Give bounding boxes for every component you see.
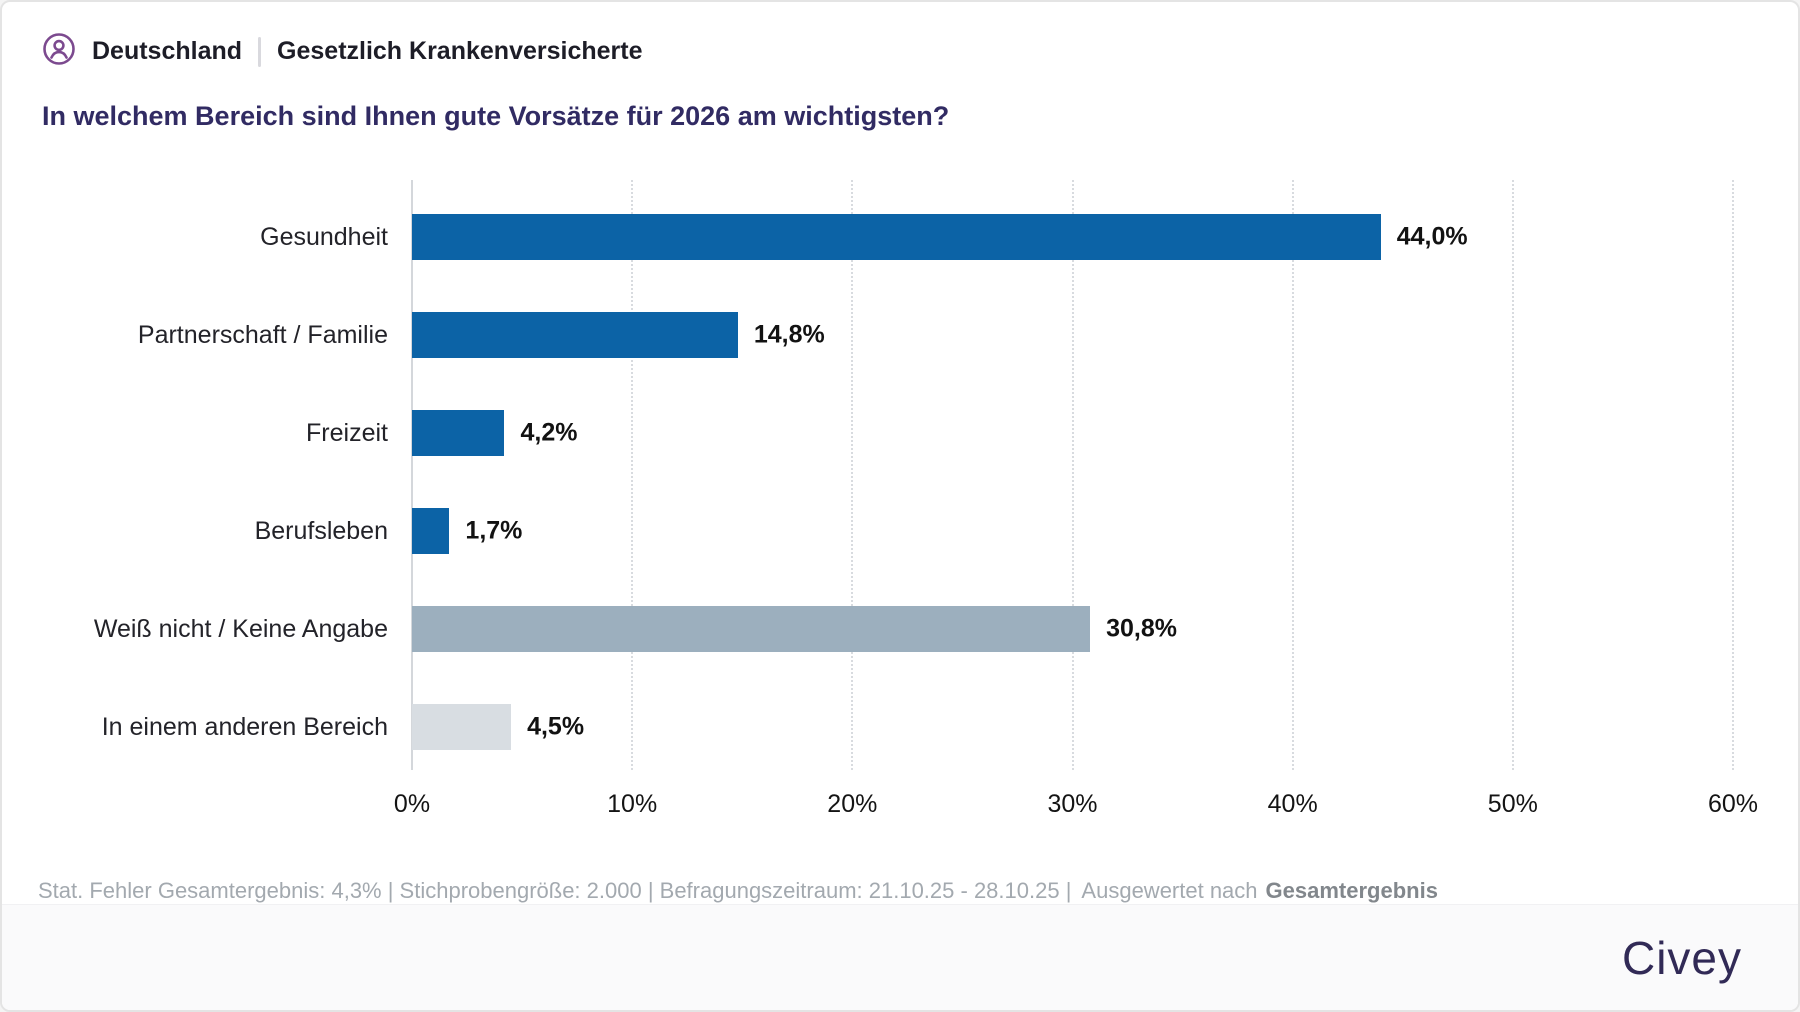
meta-stats: Stat. Fehler Gesamtergebnis: 4,3% | Stic… [38,878,1072,903]
meta-grouping-label: Ausgewertet nach [1081,878,1258,903]
plot-region: Gesundheit 44,0% Partnerschaft / Familie 14… [2,180,1798,776]
gridline [1511,180,1514,770]
audience-label: Gesetzlich Krankenversicherte [277,37,643,65]
value-label: 30,8% [1106,614,1177,643]
survey-meta: Stat. Fehler Gesamtergebnis: 4,3% | Stic… [38,878,1762,904]
chart-row: Gesundheit 44,0% [2,188,1798,286]
value-label: 4,2% [520,418,578,447]
gridline [411,180,413,770]
bar-rows: Gesundheit 44,0% Partnerschaft / Familie 14… [2,188,1798,776]
brand-strip: Civey [2,904,1798,1010]
gridline [1071,180,1074,770]
value-label: 1,7% [465,516,523,545]
bar[interactable] [412,606,1091,652]
region-label: Deutschland [92,37,243,65]
bar-track: 30,8% [412,606,1733,652]
person-audience-icon [42,32,76,71]
category-label: Gesundheit [260,222,388,251]
chart-row: Weiß nicht / Keine Angabe 30,8% [2,580,1798,678]
bar-track: 44,0% [412,214,1733,260]
x-tick-label: 10% [607,790,658,818]
chart-row: Partnerschaft / Familie 14,8% [2,286,1798,384]
value-label: 4,5% [527,712,585,741]
x-tick-label: 60% [1707,790,1759,818]
x-tick-label: 50% [1487,790,1538,818]
bar-chart: Gesundheit 44,0% Partnerschaft / Familie 14… [2,180,1798,826]
bar[interactable] [412,312,738,358]
gridline [1732,180,1734,770]
header-divider [258,36,262,67]
bar[interactable] [412,214,1381,260]
chart-row: Berufsleben 1,7% [2,482,1798,580]
bar-track: 4,2% [412,410,1733,456]
gridline [1291,180,1294,770]
bar[interactable] [412,508,450,554]
x-tick-label: 0% [393,790,431,818]
question-title: In welchem Bereich sind Ihnen gute Vorsä… [42,101,950,131]
bar-track: 4,5% [412,704,1733,750]
bar-track: 1,7% [412,508,1733,554]
chart-row: Freizeit 4,2% [2,384,1798,482]
x-tick-label: 20% [827,790,878,818]
value-label: 14,8% [753,320,825,349]
civey-logo[interactable]: Civey [1621,931,1742,984]
x-axis: 0% 10% 20% 30% 40% 50% 60% [394,790,1758,826]
bar[interactable] [412,704,512,750]
category-label: Weiß nicht / Keine Angabe [93,614,388,643]
category-label: In einem anderen Bereich [101,712,388,741]
meta-grouping-value: Gesamtergebnis [1265,878,1438,903]
bar[interactable] [412,410,505,456]
value-label: 44,0% [1396,222,1468,251]
x-tick-label: 40% [1267,790,1318,818]
category-label: Berufsleben [254,516,388,545]
bar-track: 14,8% [412,312,1733,358]
audience-header: Deutschland Gesetzlich Krankenversichert… [2,2,1798,71]
category-label: Freizeit [306,418,388,447]
gridlines [411,180,1734,770]
gridline [851,180,854,770]
gridline [631,180,634,770]
x-tick-label: 30% [1047,790,1098,818]
chart-row: In einem anderen Bereich 4,5% [2,678,1798,776]
category-label: Partnerschaft / Familie [137,320,388,349]
